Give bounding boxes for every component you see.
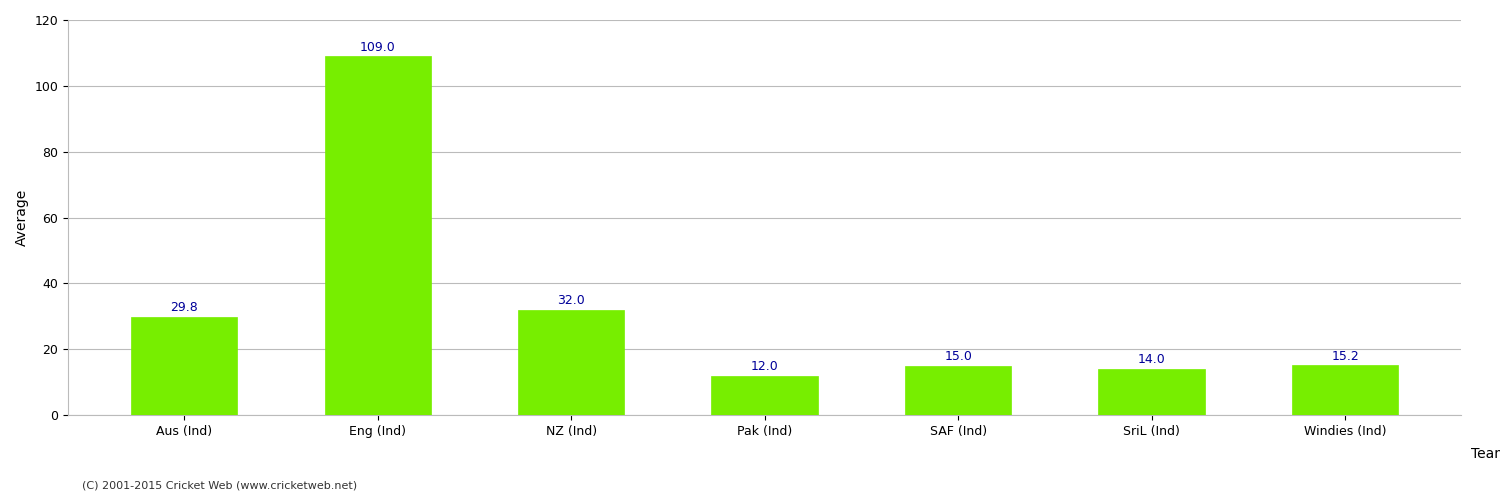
Bar [1098, 369, 1204, 415]
Text: 15.2: 15.2 [1332, 350, 1359, 362]
Text: 15.0: 15.0 [944, 350, 972, 363]
Text: 109.0: 109.0 [360, 40, 396, 54]
Bar [518, 310, 624, 415]
Text: 32.0: 32.0 [558, 294, 585, 307]
Text: 29.8: 29.8 [171, 302, 198, 314]
Bar [904, 366, 1011, 415]
Bar [711, 376, 818, 415]
Y-axis label: Average: Average [15, 189, 28, 246]
X-axis label: Team: Team [1470, 447, 1500, 461]
Text: 14.0: 14.0 [1138, 354, 1166, 366]
Bar [1292, 365, 1398, 415]
Bar [130, 317, 237, 415]
Text: 12.0: 12.0 [752, 360, 778, 373]
Text: (C) 2001-2015 Cricket Web (www.cricketweb.net): (C) 2001-2015 Cricket Web (www.cricketwe… [82, 480, 357, 490]
Bar [324, 56, 430, 415]
